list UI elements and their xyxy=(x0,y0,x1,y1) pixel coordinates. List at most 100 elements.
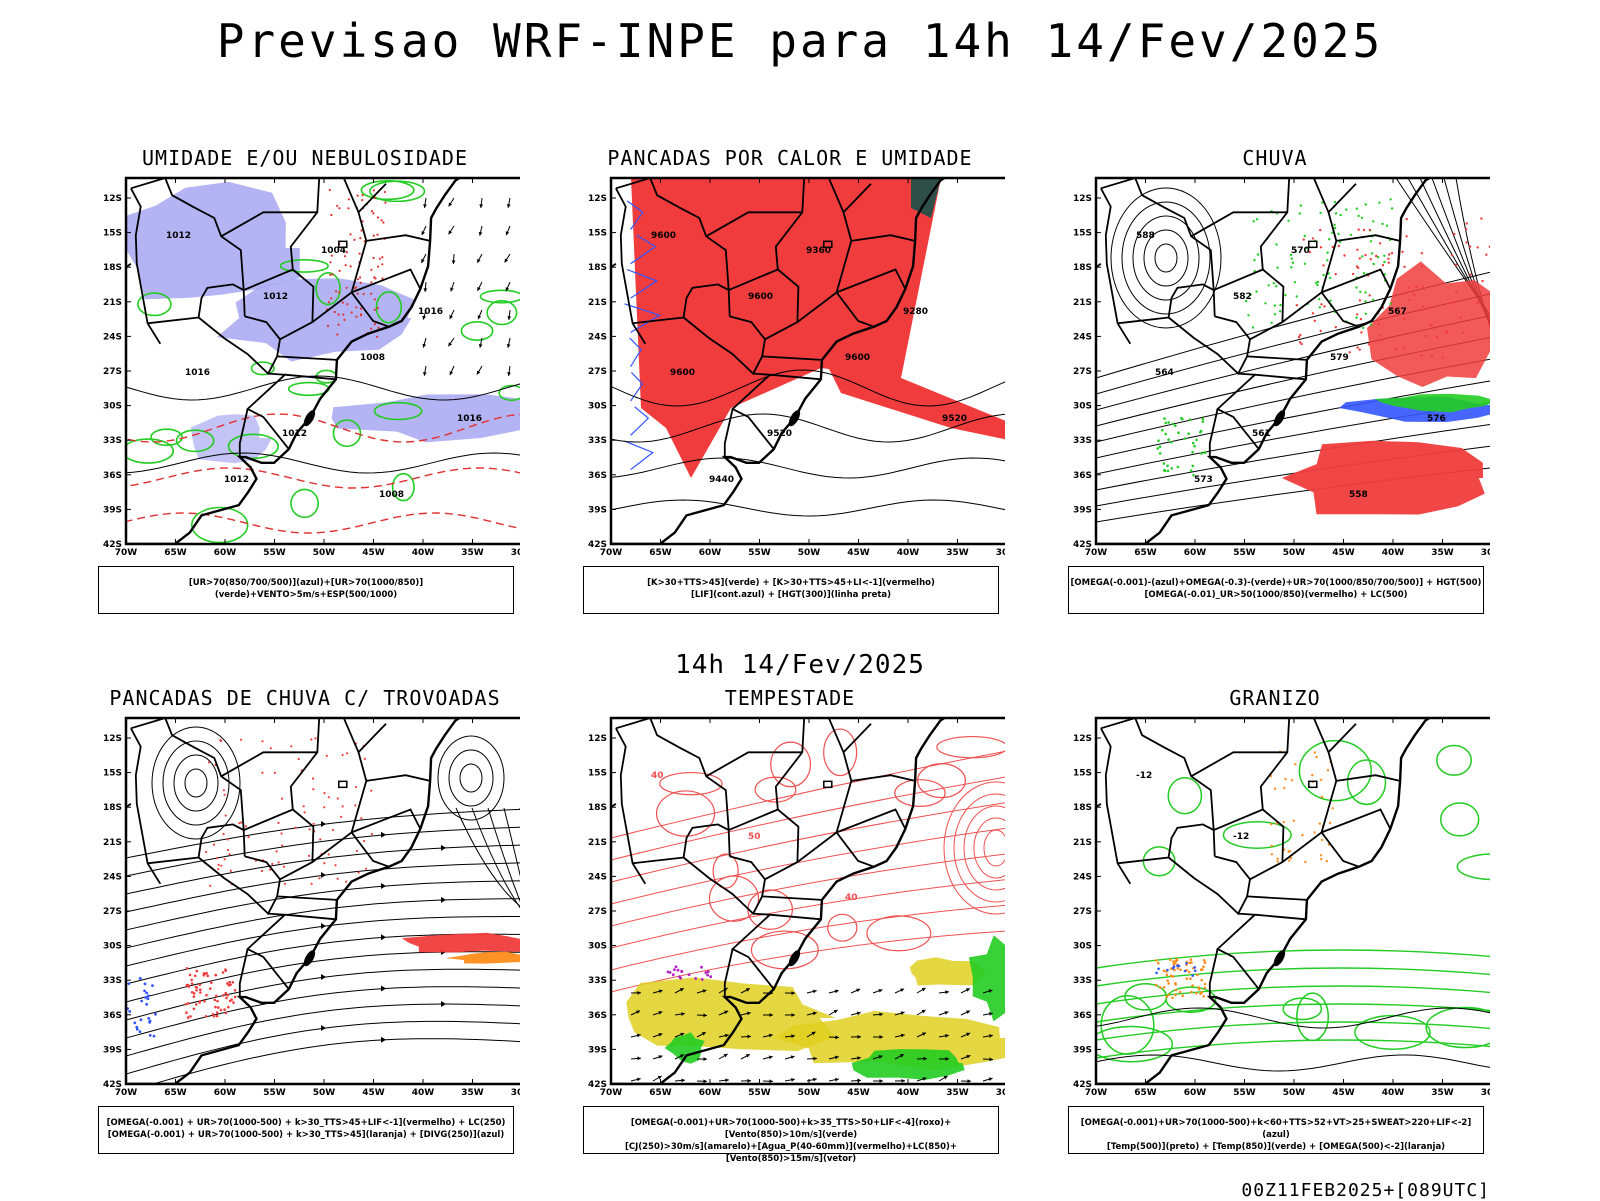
streamline xyxy=(611,878,1005,948)
precip-dot xyxy=(1323,305,1325,307)
contour-label: 9520 xyxy=(767,429,792,439)
wind-arrow xyxy=(873,1079,883,1083)
precip-dot xyxy=(205,994,208,997)
lat-label: 39S xyxy=(588,505,607,515)
country-border xyxy=(1169,824,1214,857)
wind-arrow xyxy=(785,1078,795,1082)
precip-dot xyxy=(1480,217,1482,219)
lat-label: 18S xyxy=(103,803,122,813)
lon-label: 60W xyxy=(699,548,722,558)
precip-dot xyxy=(1343,254,1345,256)
legend-box: [OMEGA(-0.001)+UR>70(1000-500)+k>35_TTS>… xyxy=(583,1106,999,1154)
wind-arrow xyxy=(829,990,839,994)
precip-dot xyxy=(1167,470,1170,473)
precip-dot xyxy=(323,792,325,794)
lon-label: 40W xyxy=(412,1088,435,1098)
precip-dot xyxy=(1314,320,1316,322)
forecast-map: 40504012S15S18S21S24S27S30S33S36S39S42S7… xyxy=(575,716,1005,1106)
precip-dot xyxy=(1204,961,1207,964)
lat-label: 36S xyxy=(103,471,122,481)
precip-dot xyxy=(149,1034,152,1037)
precip-dot xyxy=(1163,986,1166,989)
precip-dot xyxy=(707,970,710,973)
precip-dot xyxy=(205,851,207,853)
precip-dot xyxy=(1304,263,1306,265)
lat-label: 24S xyxy=(103,332,122,342)
precip-dot xyxy=(1155,984,1158,987)
precip-dot xyxy=(1372,220,1374,222)
precip-dot xyxy=(1165,422,1168,425)
contour-label: 9600 xyxy=(651,231,676,241)
precip-dot xyxy=(1173,962,1176,965)
precip-dot xyxy=(345,264,347,266)
precip-dot xyxy=(1298,336,1300,338)
precip-dot xyxy=(199,991,202,994)
lat-label: 33S xyxy=(588,436,607,446)
precip-dot xyxy=(217,868,219,870)
isobar-ring xyxy=(185,769,207,797)
precip-dot xyxy=(1355,286,1357,288)
precip-dot xyxy=(1319,306,1321,308)
lon-label: 70W xyxy=(600,1088,623,1098)
precip-dot xyxy=(329,261,331,263)
precip-dot xyxy=(1196,974,1199,977)
precip-dot xyxy=(1203,959,1206,962)
isobar-ring xyxy=(1155,244,1177,272)
thunderstorm-region-orange xyxy=(446,952,520,964)
country-border xyxy=(776,718,804,862)
precip-dot xyxy=(340,816,342,818)
precip-dot xyxy=(334,864,336,866)
precip-dot xyxy=(213,844,215,846)
precip-dot xyxy=(1430,324,1432,326)
precip-dot xyxy=(313,823,315,825)
contour-label: 9600 xyxy=(748,292,773,302)
precip-dot xyxy=(283,866,285,868)
precip-dot xyxy=(1334,201,1336,203)
precip-dot xyxy=(1319,229,1321,231)
precip-dot xyxy=(381,219,383,221)
wind-arrow xyxy=(421,254,426,263)
precip-dot xyxy=(1356,249,1358,251)
wind-arrow xyxy=(939,990,949,994)
precip-dot xyxy=(1171,423,1174,426)
precip-dot xyxy=(1176,959,1179,962)
precip-dot xyxy=(240,821,242,823)
precip-dot xyxy=(1356,346,1358,348)
precip-dot xyxy=(1190,469,1193,472)
precip-dot xyxy=(1395,348,1397,350)
precip-dot xyxy=(209,987,212,990)
precip-dot xyxy=(1312,237,1314,239)
precip-dot xyxy=(1389,303,1391,305)
precip-dot xyxy=(1319,822,1321,824)
precip-dot xyxy=(1359,299,1361,301)
precip-dot xyxy=(1166,969,1169,972)
lat-label: 15S xyxy=(588,769,607,779)
precip-dot xyxy=(217,1006,220,1009)
contour-label: 1012 xyxy=(166,231,191,241)
legend-box: [OMEGA(-0.001) + UR>70(1000-500) + k>30_… xyxy=(98,1106,514,1154)
precip-dot xyxy=(187,1016,190,1019)
precip-dot xyxy=(195,986,198,989)
precip-dot xyxy=(336,205,338,207)
precip-dot xyxy=(193,1008,196,1011)
legend-line: [CJ(250)>30m/s](amarelo)+[Agua_P(40-60mm… xyxy=(584,1141,998,1165)
precip-dot xyxy=(338,324,340,326)
country-border xyxy=(1101,718,1215,856)
precip-dot xyxy=(1369,294,1371,296)
country-border xyxy=(1329,184,1357,213)
country-border xyxy=(221,752,317,776)
precip-dot xyxy=(1177,967,1180,970)
precip-dot xyxy=(338,291,340,293)
lat-label: 39S xyxy=(1073,505,1092,515)
shaded-region xyxy=(477,234,520,292)
lon-label: 50W xyxy=(313,1088,336,1098)
precip-dot xyxy=(1247,314,1249,316)
lon-label: 30W xyxy=(511,548,520,558)
country-border xyxy=(762,896,822,900)
streamline-arrow xyxy=(441,897,446,903)
lat-label: 24S xyxy=(103,872,122,882)
wind-arrow xyxy=(851,1079,861,1083)
lat-label: 27S xyxy=(588,907,607,917)
panel-title: PANCADAS POR CALOR E UMIDADE xyxy=(575,146,1005,170)
